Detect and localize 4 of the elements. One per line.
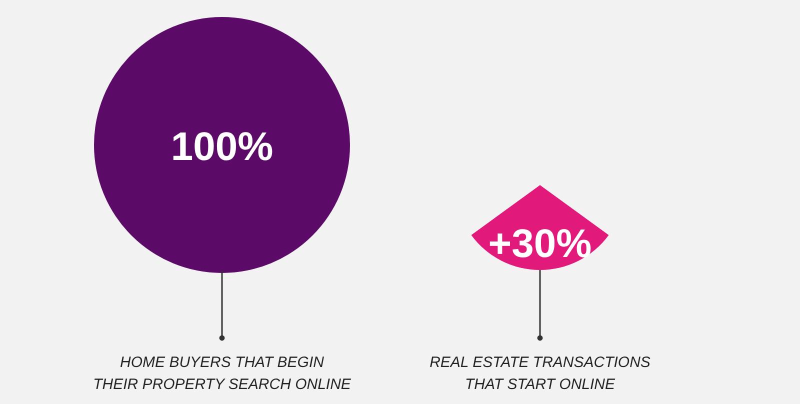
slice-label: REAL ESTATE TRANSACTIONS THAT START ONLINE [430, 354, 650, 393]
data-label: 100% [170, 125, 274, 169]
data-label: +30% [488, 222, 592, 266]
slice-label: HOME BUYERS THAT BEGIN THEIR PROPERTY SEARCH ONLINE [93, 354, 352, 393]
